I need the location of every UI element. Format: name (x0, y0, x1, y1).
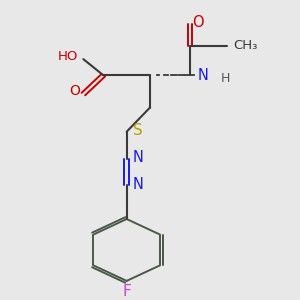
Text: S: S (134, 123, 143, 138)
Text: N: N (198, 68, 209, 83)
Text: H: H (220, 72, 230, 85)
Text: F: F (122, 284, 131, 299)
Text: N: N (133, 177, 144, 192)
Text: O: O (193, 15, 204, 30)
Text: HO: HO (58, 50, 79, 63)
Text: N: N (133, 150, 144, 165)
Text: O: O (70, 84, 80, 98)
Text: CH₃: CH₃ (233, 39, 257, 52)
